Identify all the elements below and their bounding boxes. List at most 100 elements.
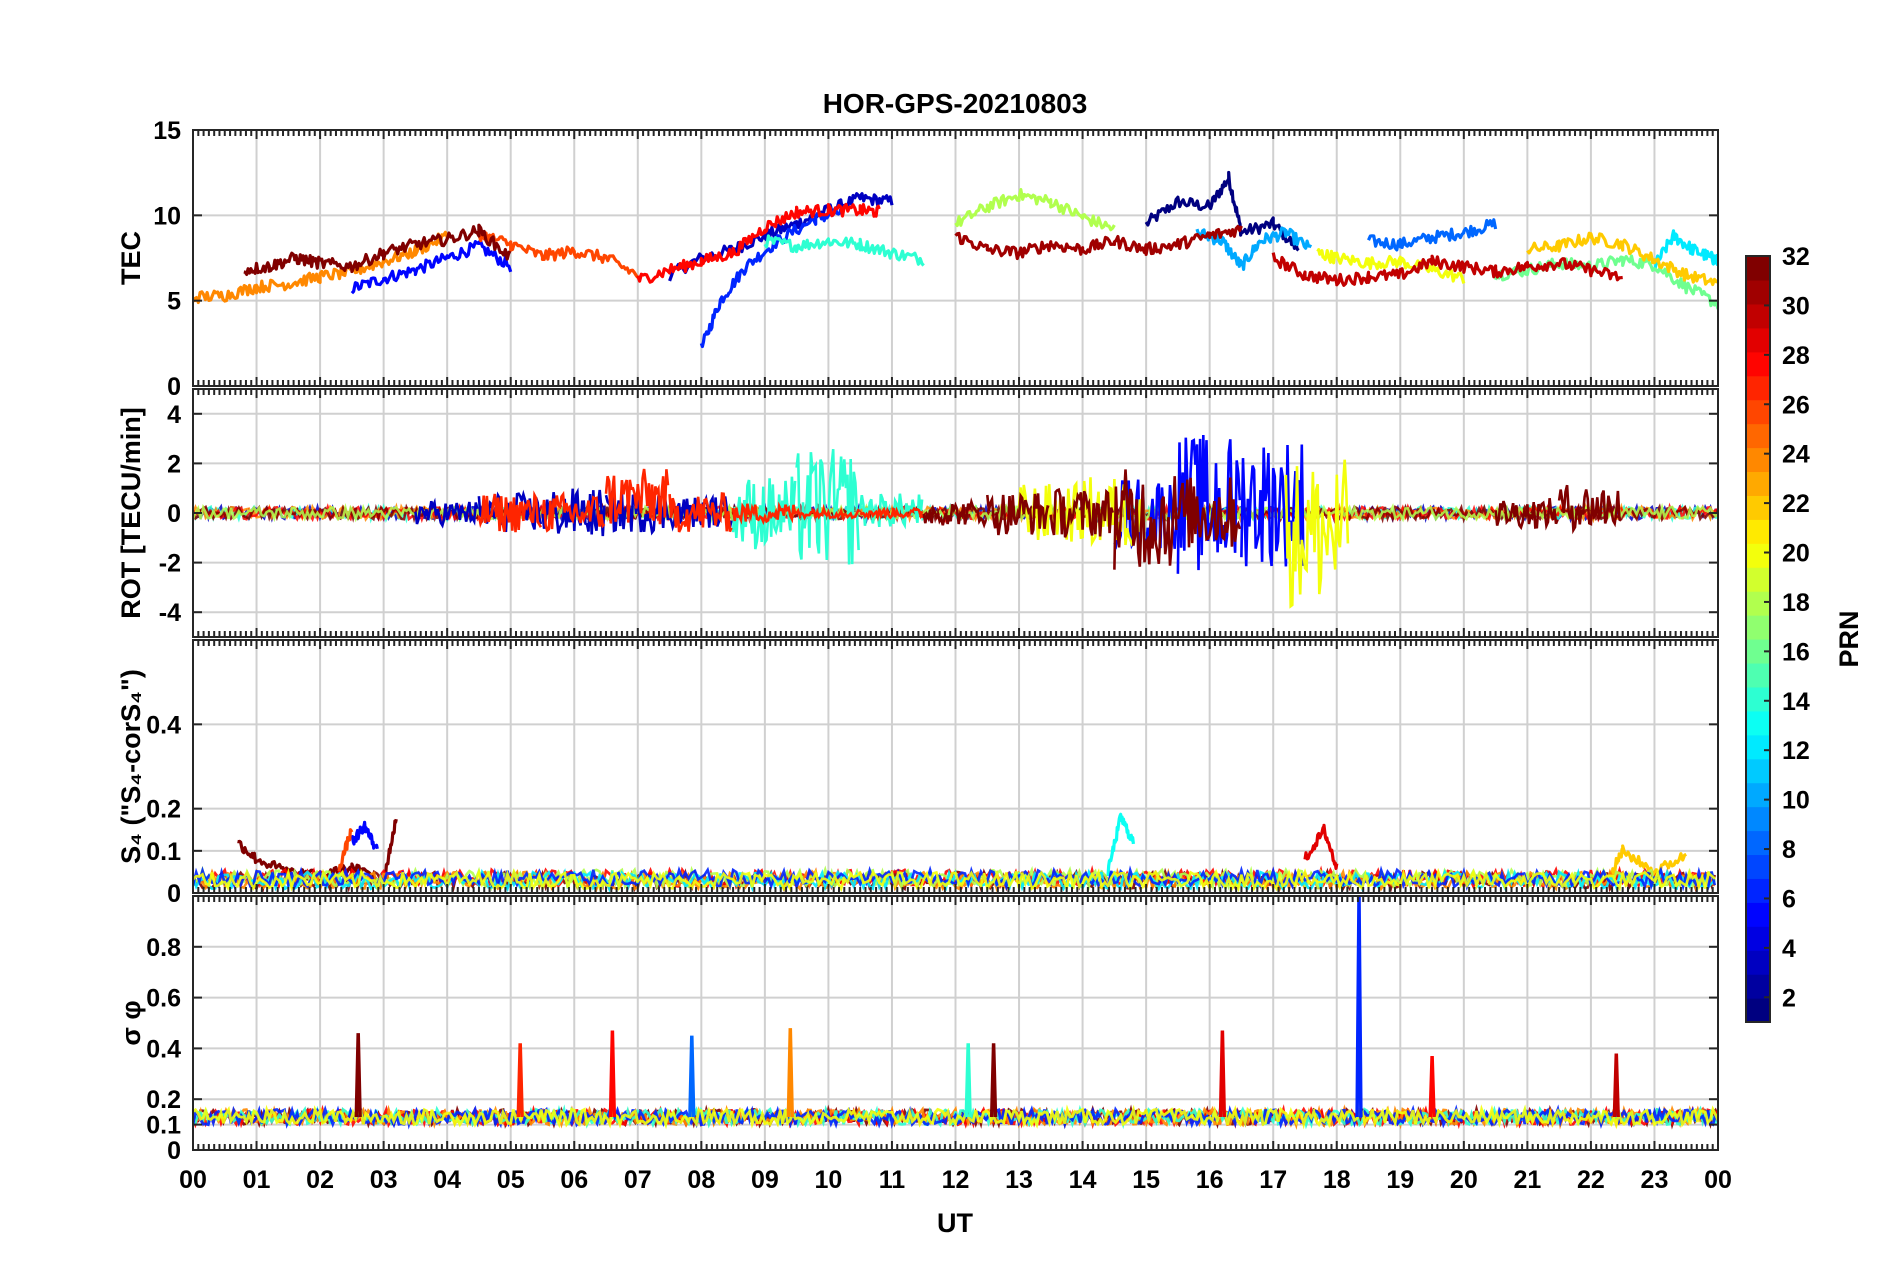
series-prn-14 [795,448,860,565]
colorbar-segment [1746,327,1770,353]
x-tick-label: 19 [1386,1166,1414,1194]
colorbar-segment [1746,830,1770,856]
y-tick-label: 0.4 [146,1035,181,1063]
colorbar-segment [1746,519,1770,544]
series-prn-27 [604,468,670,525]
colorbar-segment [1746,591,1770,616]
colorbar-segment [1746,351,1770,377]
data-layer [193,434,1718,609]
panel-tec: 0 5 10 15 TEC [116,117,1719,401]
series-prn-32 [1049,487,1115,538]
y-axis-label: S₄ ("S₄-corS₄") [116,669,146,864]
series-prn-32 [986,492,1050,536]
x-tick-label: 14 [1069,1166,1097,1194]
series-prn-27 [668,492,733,533]
series-prn-31 [954,224,1243,261]
colorbar-label: PRN [1834,610,1864,667]
colorbar-segment [1746,567,1770,592]
colorbar-segment [1746,279,1770,305]
sigma-spike [1355,896,1363,1118]
y-tick-label: 0 [167,500,181,528]
colorbar-tick-label: 32 [1782,243,1810,271]
colorbar-tick-label: 8 [1782,836,1796,864]
panel-rot: -4 -2 0 2 4 ROT [TECU/min] [116,388,1719,638]
sigma-spike [786,1028,794,1118]
y-tick-label: 0.2 [146,796,181,824]
y-axis-label: ROT [TECU/min] [116,407,146,618]
x-tick-label: 13 [1005,1166,1033,1194]
colorbar-segment [1746,543,1770,568]
colorbar-segment [1746,662,1770,688]
sigma-spike [516,1043,524,1118]
x-tick-label: 06 [560,1166,588,1194]
colorbar-segment [1746,806,1770,832]
x-tick-label: 05 [497,1166,525,1194]
series-prn-32 [1176,477,1242,548]
series-prn-10 [1195,226,1313,271]
colorbar-segment [1746,782,1770,808]
colorbar-segment [1746,758,1770,784]
y-tick-label: -2 [159,550,181,578]
colorbar-segment [1746,854,1770,879]
y-tick-label: 4 [167,401,181,429]
y-tick-label: 0.6 [146,985,181,1013]
series-prn-22 [1608,844,1688,881]
colorbar-tick-label: 16 [1782,638,1810,666]
y-axis-label: TEC [116,231,146,285]
x-tick-label: 21 [1513,1166,1541,1194]
series-prn-27 [859,506,924,522]
y-tick-label: 0 [167,373,181,401]
sigma-spike [989,1043,998,1118]
colorbar-segment [1746,902,1770,927]
series-prn-32 [922,497,987,529]
x-tick-label: 11 [879,1166,906,1194]
y-tick-label: 0.2 [146,1086,181,1114]
colorbar-tick-label: 30 [1782,292,1810,320]
series-prn-30 [1271,252,1623,287]
colorbar-segment [1746,974,1770,999]
sigma-spike [1218,1030,1227,1118]
x-tick-label: 08 [687,1166,715,1194]
colorbar-tick-label: 10 [1782,787,1810,815]
chart-title: HOR-GPS-20210803 [823,88,1088,119]
x-tick-label: 00 [179,1166,207,1194]
series-prn-14 [763,234,925,267]
x-tick-label: 16 [1196,1166,1224,1194]
series-prn-27 [541,490,606,533]
y-tick-label: 0 [167,880,181,908]
series-prn-32 [1113,469,1178,570]
colorbar-segment [1746,495,1770,520]
colorbar-tick-label: 18 [1782,589,1810,617]
sigma-spike [964,1043,972,1118]
x-tick-label: 02 [306,1166,334,1194]
x-tick-label: 01 [243,1166,271,1194]
sigma-spike [1612,1053,1620,1118]
data-layer [193,896,1718,1130]
sigma-baseline [193,1104,1718,1130]
series-prn-26 [477,230,640,279]
series-prn-32 [1494,498,1559,531]
colorbar-tick-label: 20 [1782,540,1810,568]
series-prn-26 [337,828,354,872]
colorbar-frame [1745,255,1771,1023]
y-tick-label: 10 [153,202,181,230]
sigma-spike [608,1030,617,1118]
colorbar-tick-label: 28 [1782,342,1810,370]
series-prn-29 [1303,823,1339,870]
series-prn-3 [414,497,479,529]
colorbar-tick-label: 14 [1782,688,1810,716]
colorbar-segment [1746,256,1770,281]
sigma-spike [1428,1055,1436,1118]
series-prn-20 [1316,248,1466,284]
series-prn-18 [954,188,1116,232]
y-axis-label: σ φ [116,1000,146,1045]
y-tick-label: 15 [153,117,181,145]
x-tick-label: 10 [815,1166,843,1194]
series-prn-20 [1017,480,1083,542]
series-prn-16 [1494,254,1718,310]
x-tick-label: 04 [433,1166,461,1194]
series-prn-27 [795,503,860,521]
colorbar-segment [1746,615,1770,640]
series-prn-13 [1106,812,1135,877]
